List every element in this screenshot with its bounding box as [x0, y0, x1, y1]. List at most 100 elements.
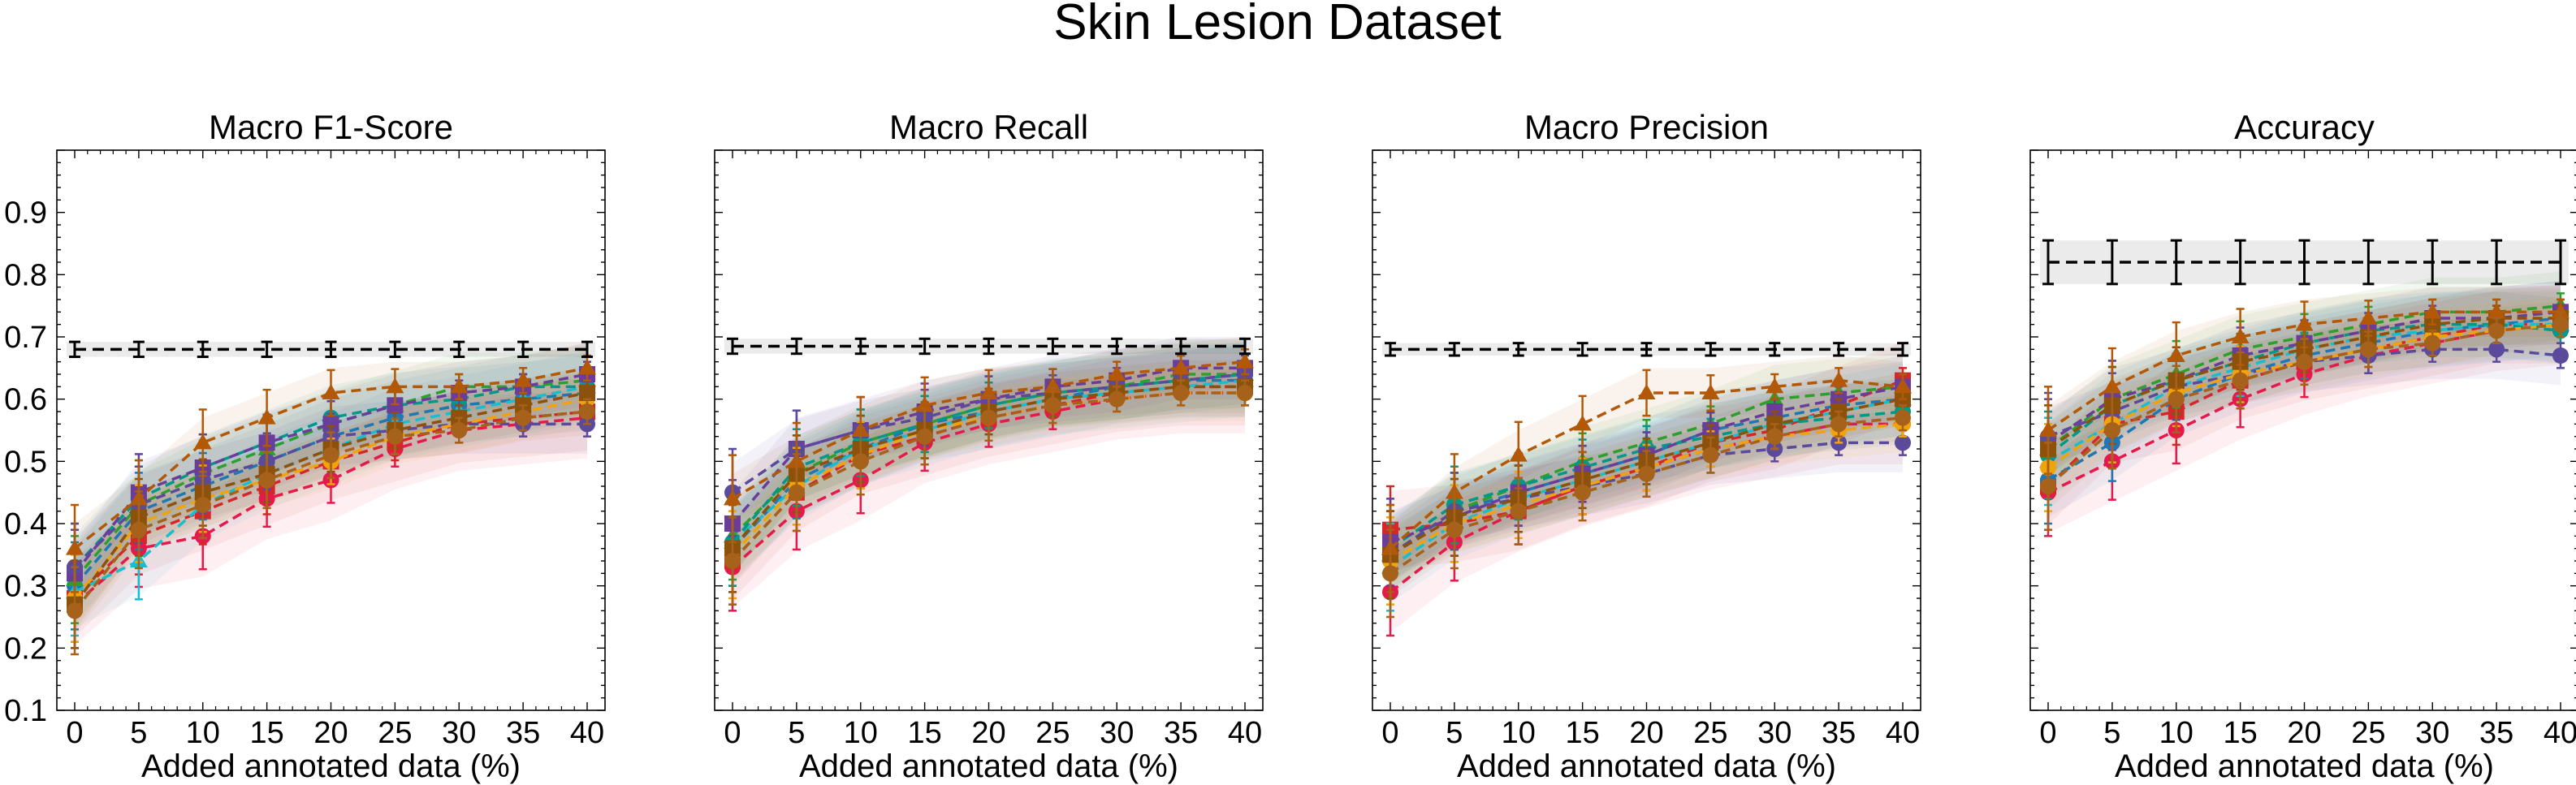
x-tick-label: 25: [2351, 716, 2385, 750]
x-tick-label: 35: [506, 716, 540, 750]
data-point: [515, 409, 532, 426]
data-point: [1766, 377, 1784, 394]
series-line: [73, 373, 588, 575]
plot-area: [66, 340, 596, 656]
data-point: [579, 403, 595, 420]
data-point: [2552, 303, 2570, 319]
y-tick-label: 0.4: [4, 507, 47, 541]
data-point: [1108, 365, 1126, 381]
data-point: [979, 384, 998, 399]
series-band: [75, 394, 587, 597]
data-point: [1766, 428, 1783, 445]
x-tick-label: 40: [2544, 716, 2576, 750]
data-point: [1830, 371, 1848, 387]
x-tick-label: 0: [2039, 716, 2056, 750]
data-point: [1109, 390, 1126, 408]
data-point: [386, 377, 404, 394]
x-tick-label: 0: [66, 716, 83, 750]
chart-panel-4: Accuracy 0 5 10 15 20 25 30 35 40 Added annotated …: [2029, 108, 2576, 784]
data-point: [2168, 390, 2185, 408]
data-point: [67, 602, 83, 619]
data-point: [1509, 446, 1528, 462]
x-tick-label: 35: [1164, 716, 1198, 750]
x-tick-label: 40: [1228, 716, 1262, 750]
x-axis-label: Added annotated data (%): [1457, 748, 1836, 784]
x-axis-label: Added annotated data (%): [799, 748, 1178, 784]
data-point: [788, 484, 805, 501]
series-band: [75, 377, 587, 645]
series-line: [73, 366, 588, 550]
data-point: [1702, 446, 1719, 464]
x-tick-label: 20: [971, 716, 1005, 750]
data-point: [2488, 322, 2505, 339]
x-tick-label: 5: [788, 716, 805, 750]
data-point: [1044, 377, 1062, 394]
data-point: [915, 396, 934, 412]
data-point: [2296, 353, 2313, 370]
panel-title: Macro Recall: [889, 108, 1088, 146]
x-tick-label: 5: [1446, 716, 1463, 750]
y-tick-label: 0.7: [4, 321, 47, 355]
data-point: [2232, 372, 2249, 389]
data-point: [1638, 465, 1655, 482]
plot-area: [1381, 341, 1912, 637]
data-point: [1382, 565, 1398, 582]
y-tick-label: 0.5: [4, 445, 47, 479]
y-tick-label: 0.2: [4, 632, 47, 666]
series-line: [1390, 422, 1904, 563]
x-tick-label: 0: [1381, 716, 1398, 750]
data-point: [1701, 384, 1720, 399]
data-point: [1044, 397, 1061, 414]
x-tick-label: 30: [1757, 716, 1792, 750]
series-line: [1390, 397, 1904, 556]
y-tick-label: 0.6: [4, 383, 47, 417]
series-line: [73, 378, 588, 581]
series-line: [1390, 441, 1903, 556]
x-tick-label: 5: [2103, 716, 2120, 750]
data-point: [258, 472, 275, 489]
data-point: [579, 385, 595, 401]
series-line: [732, 373, 1246, 494]
series-line: [1390, 416, 1904, 575]
series-line: [731, 378, 1246, 544]
data-point: [193, 433, 212, 450]
data-point: [2359, 309, 2378, 325]
data-point: [724, 490, 741, 506]
data-point: [1173, 385, 1190, 401]
chart-panel-3: Macro Precision 0 5 10 15 20 25 30 35 40 Added ann…: [1372, 108, 1921, 784]
data-point: [2424, 334, 2441, 352]
series-band: [75, 388, 587, 635]
series-line: [1390, 410, 1904, 550]
series-line: [73, 416, 588, 606]
data-point: [194, 497, 211, 513]
series-band: [733, 352, 1245, 608]
x-tick-label: 30: [442, 716, 476, 750]
x-axis-label: Added annotated data (%): [2115, 748, 2494, 784]
x-tick-label: 10: [186, 716, 220, 750]
data-point: [2423, 303, 2442, 319]
data-point: [514, 371, 533, 387]
y-tick-label: 0.1: [4, 694, 47, 728]
x-tick-label: 25: [378, 716, 412, 750]
data-point: [2360, 341, 2377, 358]
x-tick-label: 20: [1629, 716, 1663, 750]
x-tick-label: 20: [2287, 716, 2321, 750]
data-point: [2039, 421, 2057, 437]
x-tick-label: 10: [844, 716, 878, 750]
figure-title: Skin Lesion Dataset: [1053, 0, 1501, 50]
x-tick-label: 15: [907, 716, 941, 750]
data-point: [1894, 377, 1912, 394]
series-line: [2047, 322, 2561, 488]
data-point: [1637, 384, 1656, 399]
data-point: [1830, 416, 1848, 433]
y-tick-label: 0.9: [4, 196, 47, 231]
x-tick-label: 10: [2159, 716, 2193, 750]
data-point: [322, 384, 340, 399]
data-point: [257, 408, 276, 425]
x-tick-label: 5: [130, 716, 147, 750]
data-point: [387, 397, 404, 414]
x-tick-label: 35: [1822, 716, 1856, 750]
data-point: [916, 428, 933, 445]
data-point: [852, 453, 869, 470]
